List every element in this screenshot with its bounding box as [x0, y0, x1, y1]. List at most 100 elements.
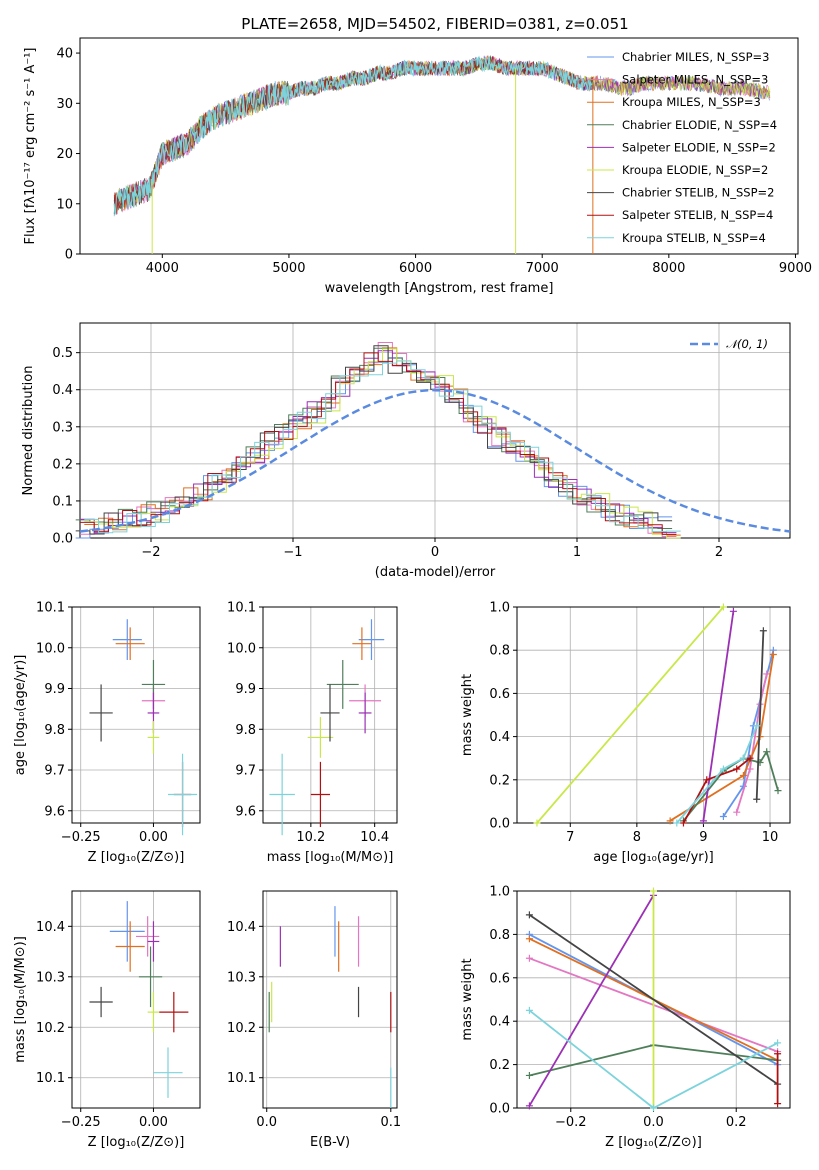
spectrum-legend-label: Kroupa MILES, N_SSP=3: [622, 95, 761, 109]
mass-age-ytick-label: 10.1: [227, 601, 256, 616]
z-weight-xtick-label: 0.2: [726, 1115, 747, 1130]
age-weight-series-line: [676, 725, 758, 824]
age-weight-ytick-label: 1.0: [489, 601, 510, 616]
residual-ylabel: Normed distribution: [21, 366, 36, 496]
ebv-mass-ytick-label: 10.4: [227, 920, 256, 935]
z-mass-ytick-label: 10.3: [36, 970, 65, 985]
residual-xtick-label: 0: [431, 545, 439, 560]
residual-gaussian-curve: [79, 388, 791, 533]
age-weight-point-marker: [699, 817, 707, 825]
age-weight-ytick-label: 0.8: [489, 644, 510, 659]
spectrum-ytick-label: 0: [65, 248, 73, 263]
z-weight-point-marker: [774, 1039, 782, 1047]
z-age-axes: [68, 606, 201, 827]
mass-age-ytick-label: 9.7: [235, 764, 256, 779]
z-weight-point-marker: [525, 1102, 533, 1110]
spectrum-legend-label: Chabrier STELIB, N_SSP=2: [622, 186, 774, 200]
spectrum-legend-label: Chabrier ELODIE, N_SSP=4: [622, 118, 777, 132]
spectrum-axes: [76, 37, 799, 258]
age-weight-point-marker: [733, 808, 741, 816]
z-age-ytick-label: 10.1: [36, 601, 65, 616]
ebv-mass-xtick-label: 0.1: [380, 1115, 401, 1130]
residual-legend-label: 𝒩(0, 1): [726, 337, 768, 351]
z-weight-point-marker: [525, 1006, 533, 1014]
mass-age-ytick-label: 9.9: [235, 682, 256, 697]
z-mass-ylabel: mass [log₁₀(M/M⊙)]: [13, 936, 28, 1063]
z-mass-frame: [71, 890, 201, 1109]
age-weight-point-marker: [703, 776, 711, 784]
residual-histogram-series: [75, 345, 673, 535]
residual-xlabel: (data-model)/error: [375, 565, 496, 580]
z-weight-series-line: [528, 914, 779, 1085]
ebv-mass-ytick-label: 10.1: [227, 1071, 256, 1086]
ebv-mass-ytick-label: 10.2: [227, 1021, 256, 1036]
ebv-mass-frame: [262, 890, 398, 1109]
age-weight-xtick-label: 7: [566, 830, 574, 845]
z-age-ylabel: age [log₁₀(age/yr)]: [13, 655, 28, 776]
z-mass-ytick-label: 10.2: [36, 1021, 65, 1036]
z-weight-point-marker: [525, 935, 533, 943]
spectrum-legend-label: Salpeter MILES, N_SSP=3: [622, 73, 768, 87]
age-weight-point-marker: [746, 754, 754, 762]
residual-ytick-label: 0.1: [52, 494, 73, 509]
spectrum-xtick-label: 5000: [272, 261, 305, 276]
ebv-mass-xtick-label: 0.0: [256, 1115, 277, 1130]
z-mass-ytick-label: 10.4: [36, 920, 65, 935]
residual-xtick-label: −2: [141, 545, 160, 560]
residual-histogram-series: [80, 352, 677, 535]
age-weight-point-marker: [774, 787, 782, 795]
age-weight-ylabel: mass weight: [460, 674, 475, 756]
age-weight-series-line: [755, 630, 765, 800]
z-weight-point-marker: [525, 1071, 533, 1079]
residual-ytick-label: 0.3: [52, 420, 73, 435]
age-weight-xtick-label: 10: [762, 830, 779, 845]
mass-age-frame: [262, 606, 398, 824]
spectrum-ytick-label: 20: [56, 147, 73, 162]
mass-age-ytick-label: 9.8: [235, 723, 256, 738]
mass-age-ytick-label: 10.0: [227, 641, 256, 656]
age-weight-ytick-label: 0.0: [489, 817, 510, 832]
spectrum-xtick-label: 6000: [399, 261, 432, 276]
age-weight-point-marker: [759, 627, 767, 635]
spectrum-xtick-label: 9000: [779, 261, 812, 276]
spectrum-legend-label: Kroupa ELODIE, N_SSP=2: [622, 163, 768, 177]
mass-age-xlabel: mass [log₁₀(M/M⊙)]: [267, 850, 394, 865]
z-age-xtick-label: 0.00: [139, 830, 168, 845]
z-age-ytick-label: 10.0: [36, 641, 65, 656]
spectrum-ylabel: Flux [fλ10⁻¹⁷ erg cm⁻² s⁻¹ A⁻¹]: [23, 48, 38, 245]
age-weight-point-marker: [746, 765, 754, 773]
z-weight-xtick-label: −0.2: [555, 1115, 587, 1130]
spectrum-ytick-label: 40: [56, 47, 73, 62]
residual-frame: [79, 322, 791, 539]
age-weight-point-marker: [729, 607, 737, 615]
ebv-mass-ytick-label: 10.3: [227, 970, 256, 985]
z-age-ytick-label: 9.7: [44, 764, 65, 779]
z-mass-xtick-label: 0.00: [139, 1115, 168, 1130]
spectrum-xtick-label: 4000: [146, 261, 179, 276]
z-weight-series-line: [528, 894, 655, 1107]
residual-ytick-label: 0.0: [52, 532, 73, 547]
residual-xtick-label: 1: [573, 545, 581, 560]
age-weight-point-marker: [739, 771, 747, 779]
age-weight-point-marker: [763, 748, 771, 756]
residual-histogram-series: [84, 360, 681, 534]
spectrum-xlabel: wavelength [Angstrom, rest frame]: [325, 281, 554, 296]
z-weight-point-marker: [525, 954, 533, 962]
z-age-ytick-label: 9.9: [44, 682, 65, 697]
spectrum-legend-label: Salpeter STELIB, N_SSP=4: [622, 208, 773, 222]
z-weight-point-marker: [525, 911, 533, 919]
z-weight-ytick-label: 0.4: [489, 1015, 510, 1030]
mass-age-xtick-label: 10.2: [296, 830, 325, 845]
age-weight-point-marker: [679, 819, 687, 827]
z-weight-xlabel: Z [log₁₀(Z/Z⊙)]: [605, 1135, 702, 1150]
z-weight-ytick-label: 0.6: [489, 971, 510, 986]
age-weight-ytick-label: 0.6: [489, 687, 510, 702]
age-weight-point-marker: [719, 603, 727, 611]
age-weight-point-marker: [733, 765, 741, 773]
residual-xtick-label: 2: [715, 545, 723, 560]
residual-xtick-label: −1: [283, 545, 302, 560]
residual-ytick-label: 0.2: [52, 457, 73, 472]
z-weight-ytick-label: 0.0: [489, 1102, 510, 1117]
z-age-ytick-label: 9.8: [44, 723, 65, 738]
